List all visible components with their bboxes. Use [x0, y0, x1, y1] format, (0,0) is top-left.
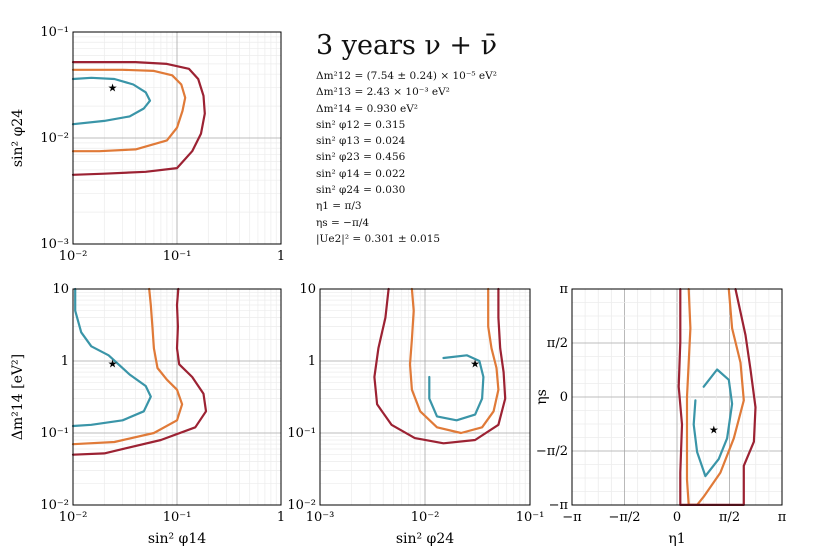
x-axis-label: sin² φ14 [148, 531, 206, 547]
y-tick-label: 1 [308, 354, 316, 369]
legend-line-phi12: sin² φ12 = 0.315 [316, 117, 616, 133]
best-fit-star-marker: ★ [108, 81, 118, 94]
y-tick-label: 0 [560, 390, 568, 405]
contour-2sigma-line [73, 70, 185, 151]
x-tick-label: 10⁻¹ [163, 510, 192, 525]
legend-line-phi14: sin² φ14 = 0.022 [316, 166, 616, 182]
y-tick-label: 10 [52, 282, 69, 297]
contour-2sigma-line [73, 289, 182, 444]
legend-line-phi24: sin² φ24 = 0.030 [316, 182, 616, 198]
x-tick-label: 0 [673, 510, 681, 525]
y-tick-label: 10 [299, 282, 316, 297]
x-tick-label: 1 [277, 510, 285, 525]
legend-line-phi23: sin² φ23 = 0.456 [316, 149, 616, 165]
best-fit-star-marker: ★ [108, 357, 118, 370]
y-tick-label: 10⁻³ [40, 237, 69, 252]
legend-line-etas: ηs = −π/4 [316, 215, 616, 231]
y-tick-label: 1 [61, 354, 69, 369]
legend-line-dm12: Δm²12 = (7.54 ± 0.24) × 10⁻⁵ eV² [316, 68, 616, 84]
y-tick-label: 10⁻² [287, 498, 316, 513]
y-tick-label: 10⁻² [40, 131, 69, 146]
x-tick-label: 10⁻¹ [163, 249, 192, 264]
y-tick-label: 10⁻¹ [287, 426, 316, 441]
grid [572, 289, 782, 505]
y-tick-label: π [559, 282, 568, 297]
x-tick-label: 1 [277, 249, 285, 264]
contour-3sigma-line [374, 289, 505, 443]
legend-line-phi13: sin² φ13 = 0.024 [316, 133, 616, 149]
x-tick-label: π/2 [719, 510, 740, 525]
y-tick-label: −π/2 [536, 444, 568, 459]
x-tick-label: 10⁻¹ [516, 510, 545, 525]
x-axis-label: η1 [668, 531, 685, 547]
legend-line-dm13: Δm²13 = 2.43 × 10⁻³ eV² [316, 84, 616, 100]
y-axis-label: ηs [534, 389, 550, 405]
y-axis-label: Δm²14 [eV²] [10, 354, 26, 440]
x-axis-label: sin² φ24 [396, 531, 454, 547]
y-tick-label: −π [549, 498, 569, 513]
legend-line-eta1: η1 = π/3 [316, 198, 616, 214]
x-tick-label: −π/2 [608, 510, 640, 525]
best-fit-star-marker: ★ [709, 424, 719, 437]
legend-line-dm14: Δm²14 = 0.930 eV² [316, 101, 616, 117]
y-axis-label: sin² φ24 [10, 109, 26, 167]
grid [73, 32, 281, 244]
x-tick-label: 10⁻² [411, 510, 440, 525]
legend-line-ue2: |Ue2|² = 0.301 ± 0.015 [316, 231, 616, 247]
y-tick-label: π/2 [547, 336, 568, 351]
y-tick-label: 10⁻² [40, 498, 69, 513]
best-fit-star-marker: ★ [470, 357, 480, 370]
x-tick-label: π [778, 510, 787, 525]
legend-title: 3 years ν + ν̄ [316, 30, 616, 62]
y-tick-label: 10⁻¹ [40, 426, 69, 441]
parameter-legend: 3 years ν + ν̄ Δm²12 = (7.54 ± 0.24) × 1… [316, 30, 616, 247]
y-tick-label: 10⁻¹ [40, 25, 69, 40]
contour-3sigma-line [73, 62, 205, 175]
